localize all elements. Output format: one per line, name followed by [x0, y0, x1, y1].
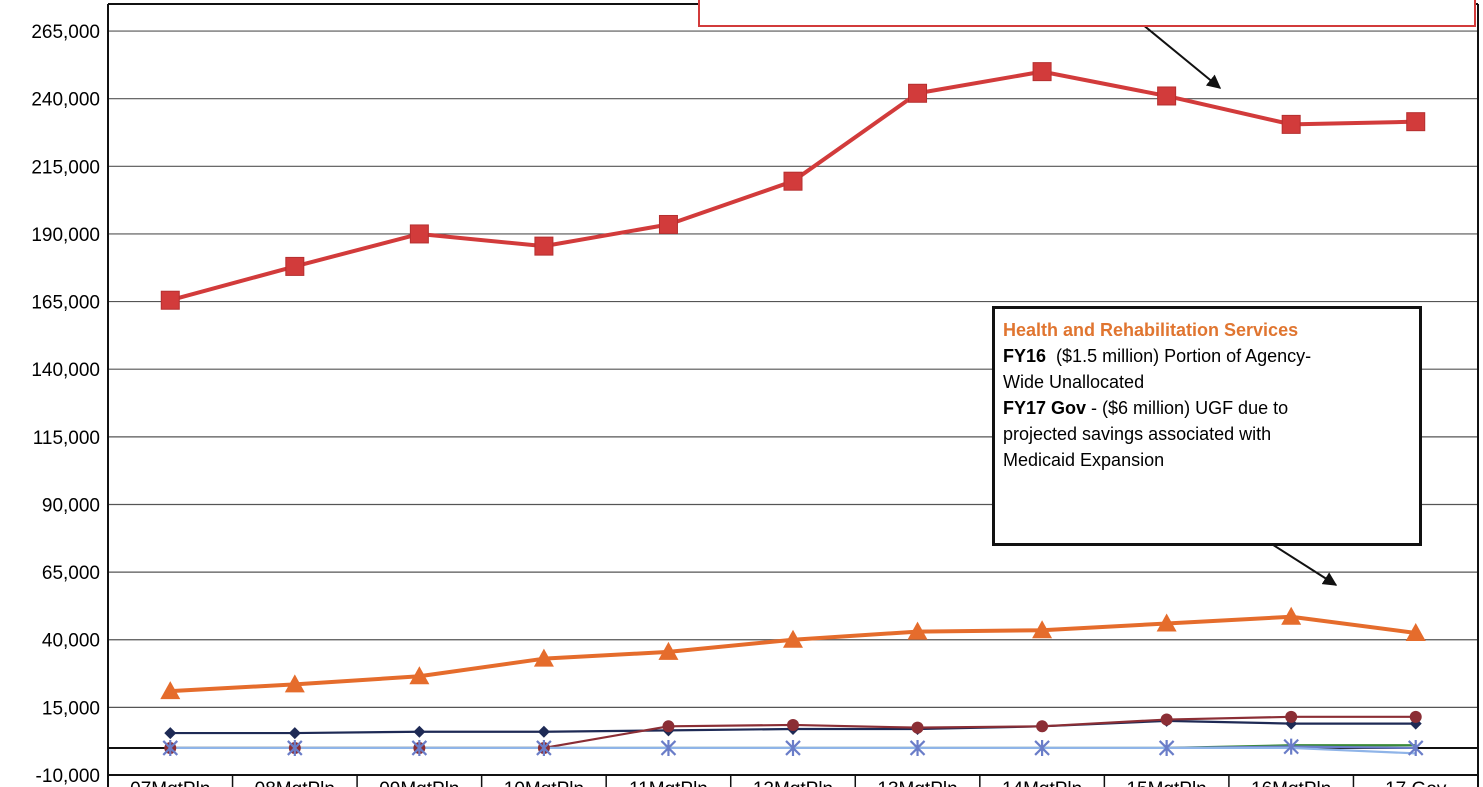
callout-line-3: FY17 Gov - ($6 million) UGF due to: [1003, 395, 1411, 421]
x-tick-labels: 07MgtPln 08MgtPln 09MgtPln 10MgtPln 11MgtPln…: [130, 779, 1447, 787]
data-point: [533, 648, 554, 667]
callout-arrow-hrs: [1269, 542, 1338, 586]
y-tick-label: 90,000: [42, 495, 100, 516]
callout-line-4: projected savings associated with: [1003, 424, 1272, 444]
callout-arrow-top: [1141, 23, 1222, 89]
data-point: [536, 739, 552, 756]
data-point: [411, 739, 428, 756]
data-point: [409, 224, 429, 244]
data-point: [409, 666, 430, 685]
data-point: [1406, 112, 1426, 132]
data-point: [908, 83, 928, 103]
data-point: [783, 171, 803, 191]
x-tick-label: 15MgtPln: [1126, 779, 1206, 787]
callout-fy17-text: - ($6 million) UGF due to: [1091, 398, 1289, 418]
data-point: [160, 290, 180, 310]
data-point: [287, 739, 303, 756]
data-point: [1158, 739, 1175, 756]
x-tick-label: 13MgtPln: [877, 779, 957, 787]
data-point: [1156, 613, 1177, 632]
x-tick-label: 14MgtPln: [1002, 779, 1082, 787]
data-point: [1160, 713, 1173, 726]
data-point: [785, 739, 801, 756]
data-point: [1157, 86, 1177, 106]
y-tick-label: 140,000: [31, 360, 100, 381]
x-tick-label: 11MgtPln: [629, 779, 708, 787]
y-tick-label: -10,000: [36, 766, 100, 787]
data-point: [164, 727, 177, 740]
y-tick-label: 240,000: [31, 90, 100, 111]
callout-fy17-label: FY17 Gov: [1003, 398, 1087, 418]
y-tick-label: 65,000: [42, 563, 100, 584]
x-tick-label: 09MgtPln: [379, 779, 459, 787]
data-point: [288, 727, 301, 740]
y-tick-label: 165,000: [31, 293, 100, 314]
y-tick-labels: -10,000 15,000 40,000 65,000 90,000 115,000 14…: [31, 22, 100, 787]
series-markers: [160, 62, 1426, 756]
data-point: [1032, 62, 1052, 82]
callout-fy16-text: ($1.5 million) Portion of Agency-: [1056, 346, 1312, 366]
data-point: [284, 674, 305, 693]
gridlines: [108, 30, 1478, 776]
y-tick-label: 215,000: [31, 157, 100, 178]
y-tick-label: 15,000: [42, 698, 100, 719]
data-point: [1281, 114, 1301, 134]
data-point: [1036, 720, 1049, 733]
data-point: [660, 739, 677, 756]
data-point: [1281, 606, 1302, 625]
callout-line-5: Medicaid Expansion: [1003, 450, 1165, 470]
x-tick-label: 16MgtPln: [1251, 779, 1331, 787]
callout-box-hrs: Health and Rehabilitation Services FY16 …: [992, 306, 1422, 546]
y-tick-label: 265,000: [31, 22, 100, 43]
data-point: [1283, 738, 1299, 755]
data-point: [1405, 622, 1426, 641]
x-tick-label: 12MgtPln: [753, 779, 833, 787]
data-point: [787, 718, 799, 731]
data-point: [1032, 620, 1053, 639]
data-point: [160, 681, 181, 700]
callout-line-1: FY16 ($1.5 million) Portion of Agency-: [1003, 343, 1411, 369]
data-point: [907, 621, 928, 640]
data-point: [534, 236, 554, 256]
data-point: [662, 720, 675, 733]
data-point: [537, 725, 550, 738]
callout-fy16-label: FY16: [1003, 346, 1047, 366]
series-line: [170, 614, 1416, 694]
data-point: [285, 256, 305, 276]
data-point: [1409, 710, 1422, 723]
data-point: [909, 739, 926, 756]
y-tick-label: 40,000: [42, 631, 100, 652]
x-tick-label: 08MgtPln: [255, 779, 335, 787]
data-point: [658, 214, 678, 234]
x-tick-label: 07MgtPln: [130, 779, 210, 787]
callout-arrows: [1141, 23, 1338, 586]
data-point: [1407, 739, 1424, 756]
data-point: [413, 725, 426, 738]
data-point: [783, 629, 803, 648]
data-point: [658, 641, 679, 660]
callout-title: Health and Rehabilitation Services: [1003, 320, 1299, 340]
data-point: [162, 739, 179, 756]
data-point: [911, 721, 924, 734]
callout-box-top: [698, 0, 1476, 27]
data-point: [1034, 739, 1050, 756]
y-tick-label: 190,000: [31, 225, 100, 246]
x-tick-label: 10MgtPln: [504, 779, 584, 787]
data-point: [1285, 710, 1298, 723]
y-tick-label: 115,000: [33, 428, 100, 449]
callout-line-2: Wide Unallocated: [1003, 372, 1145, 392]
x-tick-label: 17 Gov: [1385, 779, 1447, 787]
